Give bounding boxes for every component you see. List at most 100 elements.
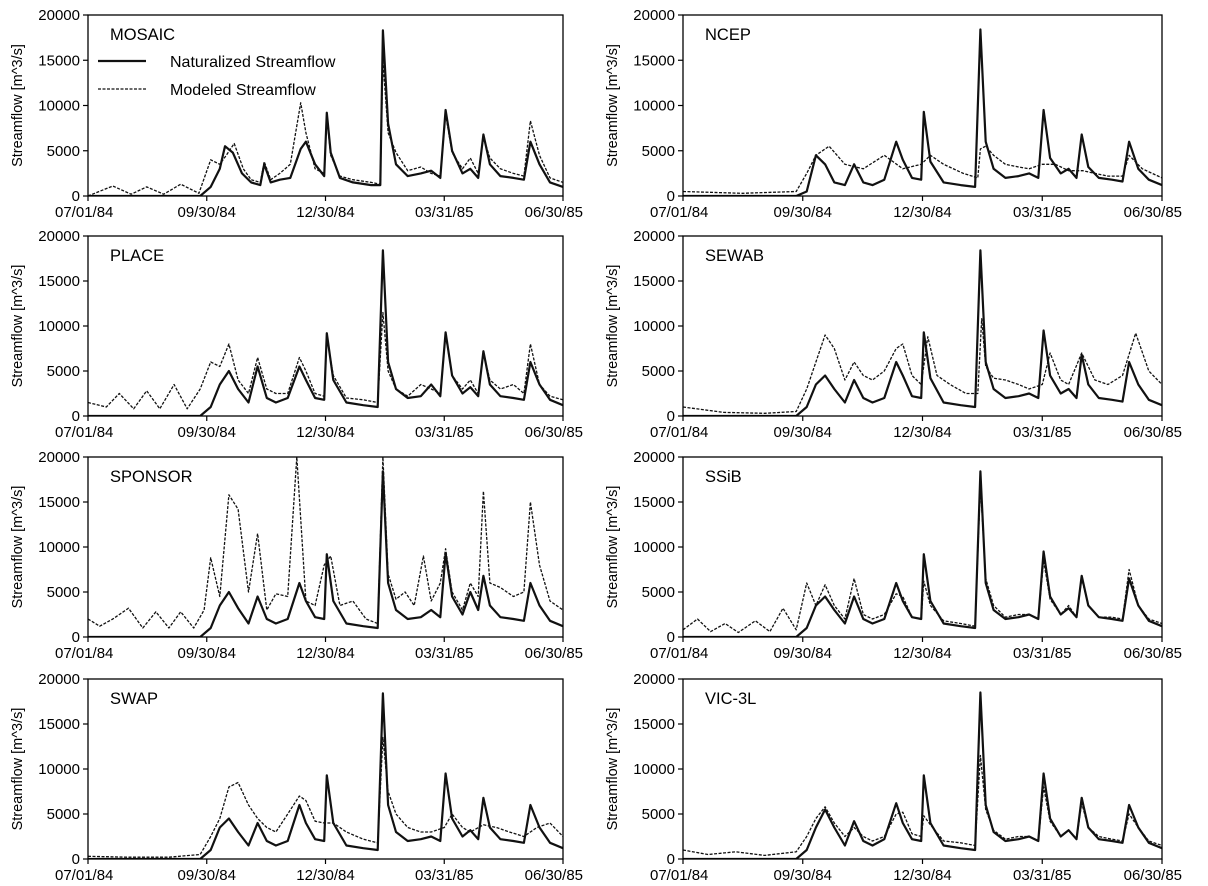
chart-panel: 0 5000 10000 15000 20000 07/01/84 09/30/84 12/3…: [10, 7, 583, 221]
y-tick-label: 10000: [633, 318, 675, 335]
x-tick-label: 07/01/84: [650, 204, 708, 221]
y-tick-label: 0: [72, 629, 80, 646]
chart-panel: 0 5000 10000 15000 20000 07/01/84 09/30/84 12/3…: [605, 228, 1182, 441]
x-tick-label: 12/30/84: [893, 645, 951, 662]
x-tick-label: 06/30/85: [525, 424, 583, 441]
y-tick-label: 0: [72, 851, 80, 868]
x-tick-label: 09/30/84: [178, 867, 236, 884]
x-tick-label: 03/31/85: [415, 867, 473, 884]
modeled-streamflow-line: [88, 736, 563, 858]
x-tick-label: 12/30/84: [296, 424, 354, 441]
naturalized-streamflow-line: [683, 470, 1162, 637]
x-tick-label: 07/01/84: [55, 867, 113, 884]
naturalized-streamflow-line: [88, 692, 563, 859]
y-tick-label: 5000: [47, 363, 80, 380]
y-tick-label: 5000: [642, 143, 675, 160]
y-tick-label: 20000: [633, 228, 675, 245]
y-axis-label: Streamflow [m^3/s]: [10, 265, 26, 388]
naturalized-streamflow-line: [683, 691, 1162, 859]
x-tick-label: 09/30/84: [178, 424, 236, 441]
y-tick-label: 15000: [633, 52, 675, 69]
x-tick-label: 12/30/84: [893, 204, 951, 221]
x-tick-label: 12/30/84: [893, 867, 951, 884]
y-tick-label: 20000: [633, 449, 675, 466]
legend-label: Modeled Streamflow: [170, 82, 316, 99]
x-tick-label: 03/31/85: [415, 204, 473, 221]
y-axis-label: Streamflow [m^3/s]: [605, 486, 621, 609]
y-tick-label: 15000: [633, 716, 675, 733]
naturalized-streamflow-line: [88, 470, 563, 637]
panel-title: VIC-3L: [705, 690, 756, 708]
modeled-streamflow-line: [683, 145, 1162, 194]
panel-title: PLACE: [110, 247, 164, 265]
x-tick-label: 03/31/85: [1013, 867, 1071, 884]
panel-title: SEWAB: [705, 247, 764, 265]
y-tick-label: 20000: [633, 671, 675, 688]
y-tick-label: 15000: [38, 273, 80, 290]
y-tick-label: 10000: [38, 98, 80, 115]
x-tick-label: 12/30/84: [296, 645, 354, 662]
y-tick-label: 5000: [47, 584, 80, 601]
y-tick-label: 10000: [633, 539, 675, 556]
x-tick-label: 12/30/84: [296, 204, 354, 221]
x-tick-label: 07/01/84: [650, 867, 708, 884]
x-tick-label: 07/01/84: [55, 645, 113, 662]
naturalized-streamflow-line: [683, 28, 1162, 196]
panel-title: NCEP: [705, 26, 751, 44]
y-tick-label: 10000: [38, 318, 80, 335]
y-tick-label: 0: [667, 851, 675, 868]
x-tick-label: 09/30/84: [774, 867, 832, 884]
y-tick-label: 10000: [633, 761, 675, 778]
chart-panel: 0 5000 10000 15000 20000 07/01/84 09/30/84 12/3…: [10, 449, 583, 662]
x-tick-label: 09/30/84: [178, 645, 236, 662]
x-tick-label: 06/30/85: [1124, 424, 1182, 441]
y-tick-label: 0: [667, 188, 675, 205]
x-tick-label: 07/01/84: [55, 424, 113, 441]
chart-panel: 0 5000 10000 15000 20000 07/01/84 09/30/84 12/3…: [605, 7, 1182, 221]
x-tick-label: 06/30/85: [525, 867, 583, 884]
x-tick-label: 12/30/84: [893, 424, 951, 441]
x-tick-label: 03/31/85: [1013, 204, 1071, 221]
naturalized-streamflow-line: [88, 249, 563, 416]
legend-label: Naturalized Streamflow: [170, 54, 336, 71]
x-tick-label: 03/31/85: [415, 424, 473, 441]
x-tick-label: 07/01/84: [55, 204, 113, 221]
x-tick-label: 03/31/85: [1013, 645, 1071, 662]
y-tick-label: 10000: [38, 761, 80, 778]
y-tick-label: 0: [667, 629, 675, 646]
y-tick-label: 15000: [633, 273, 675, 290]
y-tick-label: 0: [72, 188, 80, 205]
panel-title: SPONSOR: [110, 468, 193, 486]
naturalized-streamflow-line: [88, 29, 563, 196]
modeled-streamflow-line: [88, 59, 563, 196]
panel-title: SSiB: [705, 468, 742, 486]
x-tick-label: 06/30/85: [1124, 645, 1182, 662]
x-tick-label: 03/31/85: [1013, 424, 1071, 441]
y-tick-label: 15000: [38, 494, 80, 511]
y-tick-label: 5000: [642, 584, 675, 601]
x-tick-label: 07/01/84: [650, 645, 708, 662]
x-tick-label: 07/01/84: [650, 424, 708, 441]
y-tick-label: 0: [667, 408, 675, 425]
modeled-streamflow-line: [683, 483, 1162, 634]
y-tick-label: 5000: [47, 143, 80, 160]
chart-panel: 0 5000 10000 15000 20000 07/01/84 09/30/84 12/3…: [605, 449, 1182, 662]
naturalized-streamflow-line: [683, 249, 1162, 416]
modeled-streamflow-line: [88, 457, 563, 629]
y-tick-label: 10000: [38, 539, 80, 556]
chart-panel: 0 5000 10000 15000 20000 07/01/84 09/30/84 12/3…: [10, 228, 583, 441]
y-tick-label: 5000: [642, 806, 675, 823]
y-tick-label: 20000: [633, 7, 675, 24]
y-axis-label: Streamflow [m^3/s]: [10, 708, 26, 831]
chart-panel: 0 5000 10000 15000 20000 07/01/84 09/30/84 12/3…: [605, 671, 1182, 884]
x-tick-label: 06/30/85: [1124, 867, 1182, 884]
x-tick-label: 09/30/84: [178, 204, 236, 221]
x-tick-label: 12/30/84: [296, 867, 354, 884]
y-tick-label: 20000: [38, 449, 80, 466]
y-axis-label: Streamflow [m^3/s]: [605, 265, 621, 388]
modeled-streamflow-line: [683, 318, 1162, 414]
modeled-streamflow-line: [88, 311, 563, 410]
x-tick-label: 09/30/84: [774, 424, 832, 441]
y-tick-label: 0: [72, 408, 80, 425]
